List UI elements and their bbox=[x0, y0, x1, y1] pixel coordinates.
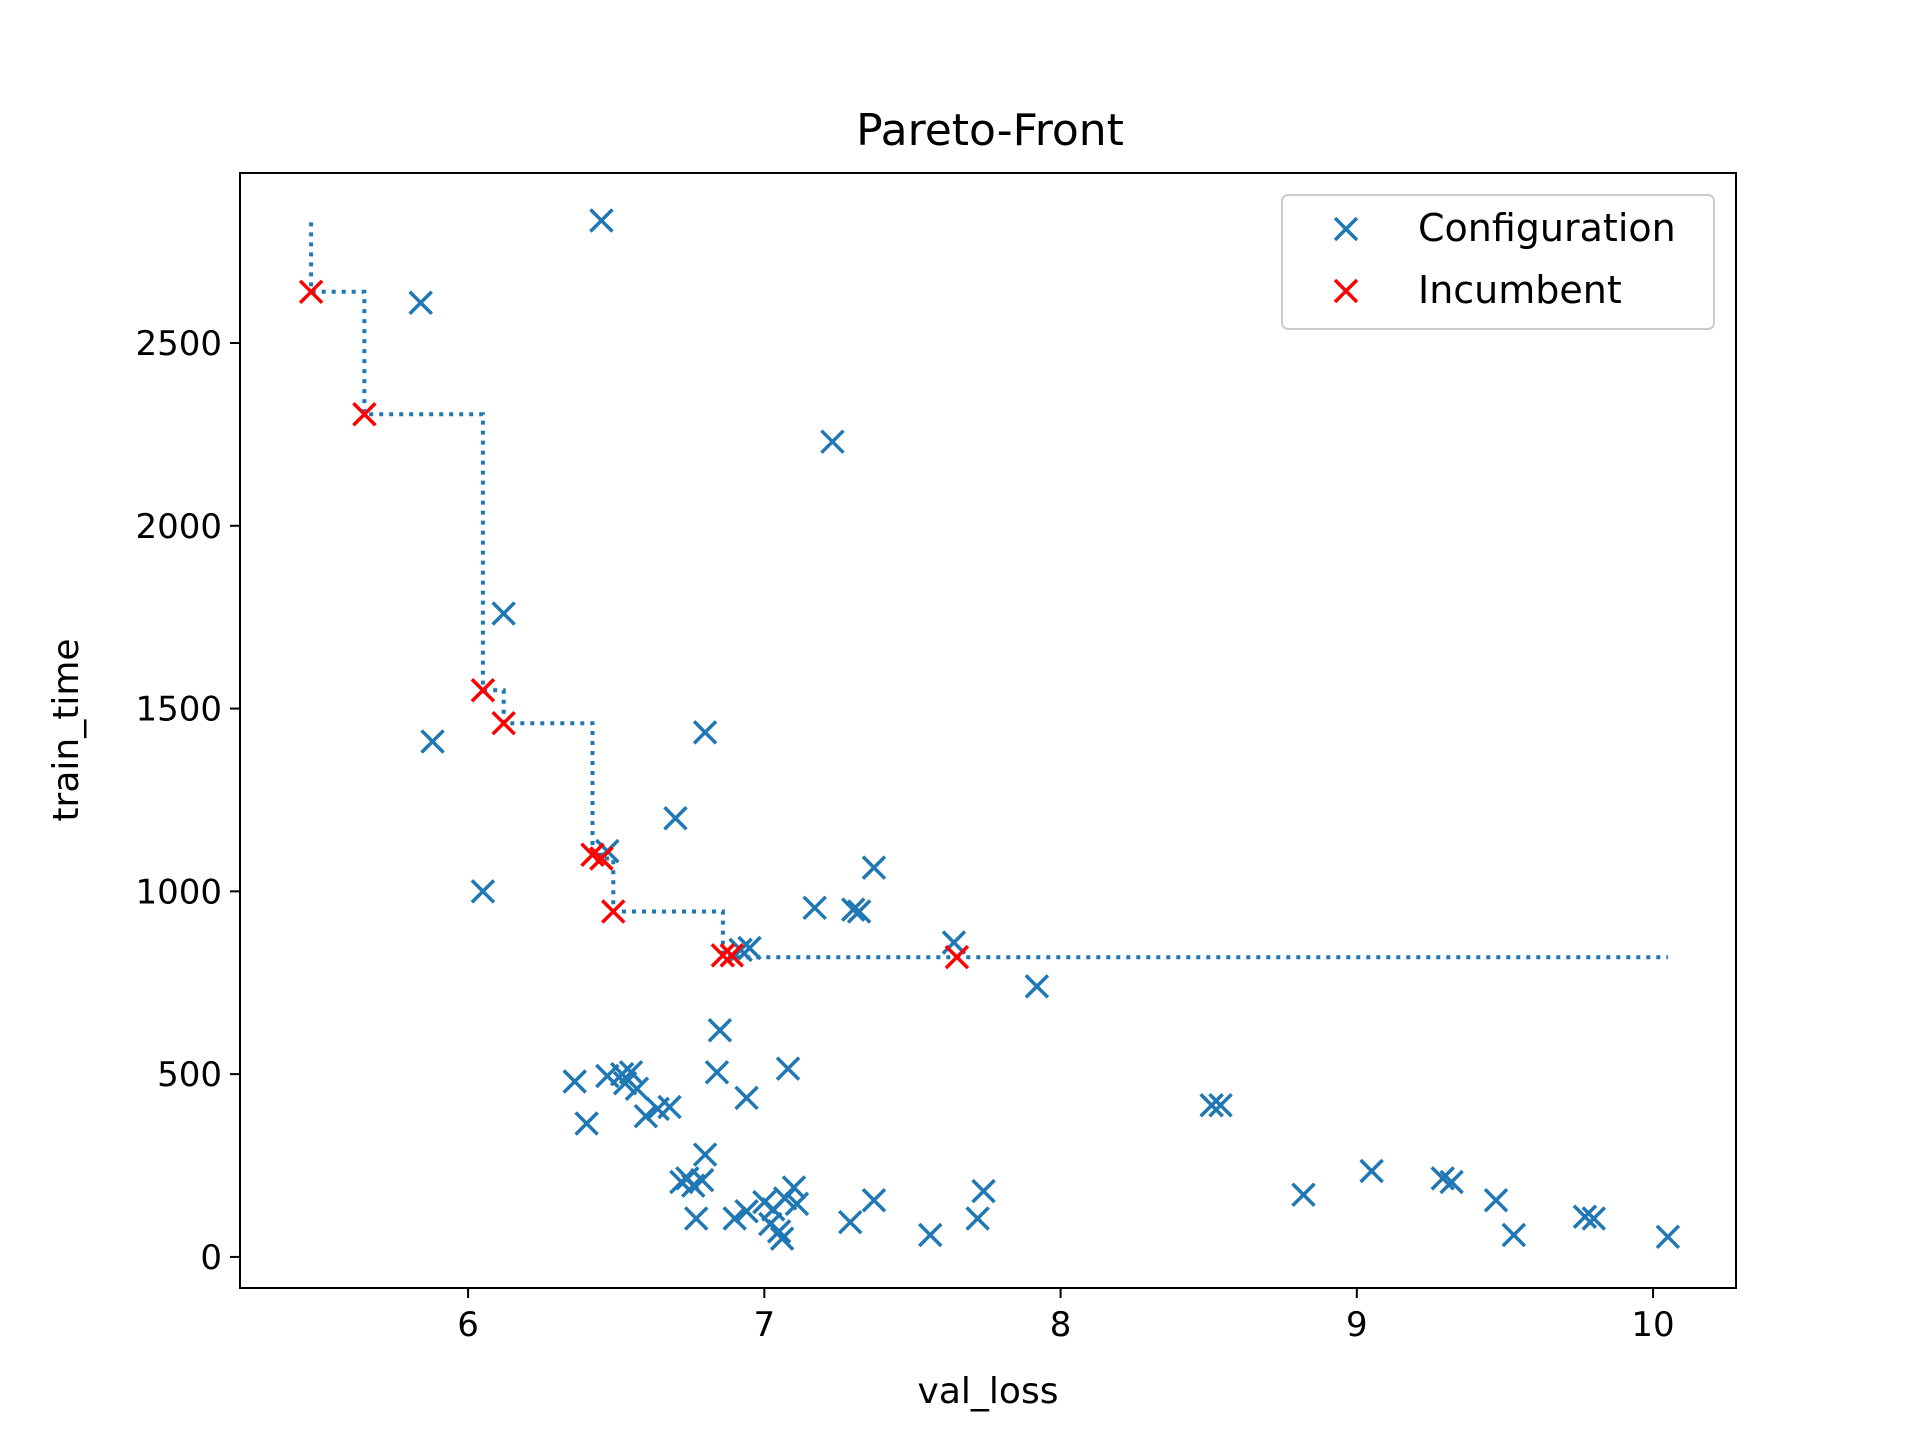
incumbent-point bbox=[298, 279, 324, 305]
configuration-point bbox=[408, 290, 433, 316]
plot-frame bbox=[239, 172, 1737, 1289]
configuration-point bbox=[707, 1018, 733, 1043]
legend-marker-configuration bbox=[1333, 216, 1359, 242]
legend-x-icon bbox=[1333, 216, 1359, 242]
y-axis-ticks: 0 500 1000 1500 2000 2500 bbox=[135, 324, 240, 1278]
configuration-point bbox=[420, 729, 445, 754]
configuration-point bbox=[1199, 1092, 1224, 1118]
y-tick-label: 2500 bbox=[135, 324, 222, 364]
configuration-point bbox=[861, 855, 887, 880]
incumbent-point bbox=[710, 943, 736, 968]
legend-x-icon bbox=[1333, 278, 1359, 304]
configuration-point bbox=[820, 429, 845, 454]
scatter-points-layer bbox=[298, 208, 1681, 1251]
configuration-point bbox=[1483, 1188, 1509, 1213]
configuration-point bbox=[846, 899, 872, 924]
legend: Configuration Incumbent bbox=[1281, 194, 1715, 330]
x-axis-label: val_loss bbox=[918, 1371, 1059, 1412]
configuration-point bbox=[802, 895, 827, 921]
incumbent-point bbox=[470, 678, 496, 703]
configuration-point bbox=[971, 1178, 996, 1204]
x-tick-label: 9 bbox=[1346, 1305, 1368, 1345]
configuration-point bbox=[1359, 1158, 1384, 1184]
configuration-point bbox=[491, 601, 516, 626]
configuration-point bbox=[722, 1206, 747, 1231]
configuration-point bbox=[624, 1076, 650, 1101]
incumbent-point bbox=[944, 944, 970, 970]
configuration-point bbox=[766, 1219, 792, 1244]
configuration-point bbox=[657, 1094, 682, 1120]
configuration-point bbox=[1439, 1169, 1464, 1195]
configuration-point bbox=[1655, 1224, 1681, 1250]
configuration-point bbox=[734, 1085, 759, 1111]
configuration-point bbox=[917, 1222, 943, 1248]
configuration-point bbox=[612, 1071, 638, 1096]
x-tick-label: 10 bbox=[1631, 1305, 1674, 1345]
chart-title: Pareto-Front bbox=[856, 105, 1124, 156]
configuration-point bbox=[1208, 1092, 1233, 1118]
configuration-point bbox=[589, 208, 614, 233]
legend-label-incumbent: Incumbent bbox=[1418, 268, 1622, 312]
y-tick-label: 2000 bbox=[135, 507, 222, 547]
incumbent-point bbox=[601, 899, 626, 924]
configuration-point bbox=[1581, 1206, 1607, 1231]
legend-frame bbox=[1281, 194, 1715, 330]
configuration-point bbox=[1291, 1182, 1316, 1208]
configuration-point bbox=[941, 930, 967, 955]
incumbent-point bbox=[589, 846, 614, 871]
configuration-point bbox=[1501, 1222, 1527, 1248]
configuration-point bbox=[775, 1056, 801, 1081]
configuration-point bbox=[769, 1226, 795, 1251]
configuration-point bbox=[1024, 974, 1050, 999]
y-tick-label: 0 bbox=[200, 1238, 222, 1278]
configuration-point bbox=[784, 1191, 810, 1217]
y-tick-label: 1500 bbox=[135, 690, 222, 730]
configuration-point bbox=[689, 1167, 715, 1193]
configuration-point bbox=[692, 720, 718, 745]
y-tick-label: 1000 bbox=[135, 872, 222, 912]
x-tick-label: 7 bbox=[754, 1305, 776, 1345]
incumbent-point bbox=[352, 402, 377, 427]
configuration-point bbox=[683, 1206, 709, 1231]
configuration-point bbox=[574, 1111, 599, 1136]
legend-label-configuration: Configuration bbox=[1418, 206, 1676, 250]
configuration-point bbox=[737, 935, 762, 961]
configuration-point bbox=[965, 1206, 990, 1231]
configuration-point bbox=[1572, 1204, 1598, 1229]
x-tick-label: 8 bbox=[1050, 1305, 1072, 1345]
configuration-point bbox=[760, 1197, 786, 1222]
configuration-point bbox=[470, 879, 496, 904]
configuration-point bbox=[838, 1209, 863, 1235]
x-axis-ticks: 6 7 8 9 10 bbox=[457, 1288, 1675, 1345]
y-axis-label: train_time bbox=[46, 638, 87, 821]
configuration-point bbox=[704, 1060, 730, 1085]
configuration-point bbox=[633, 1103, 659, 1129]
configuration-point bbox=[663, 806, 688, 831]
configuration-point bbox=[692, 1142, 718, 1167]
configuration-point bbox=[562, 1069, 587, 1094]
configuration-point bbox=[734, 1198, 759, 1224]
configuration-point bbox=[840, 897, 866, 922]
incumbent-point bbox=[719, 943, 744, 968]
configuration-point bbox=[861, 1188, 887, 1213]
y-tick-label: 500 bbox=[157, 1055, 222, 1095]
incumbent-point bbox=[491, 710, 516, 736]
legend-marker-incumbent bbox=[1333, 278, 1359, 304]
x-tick-label: 6 bbox=[457, 1305, 479, 1345]
